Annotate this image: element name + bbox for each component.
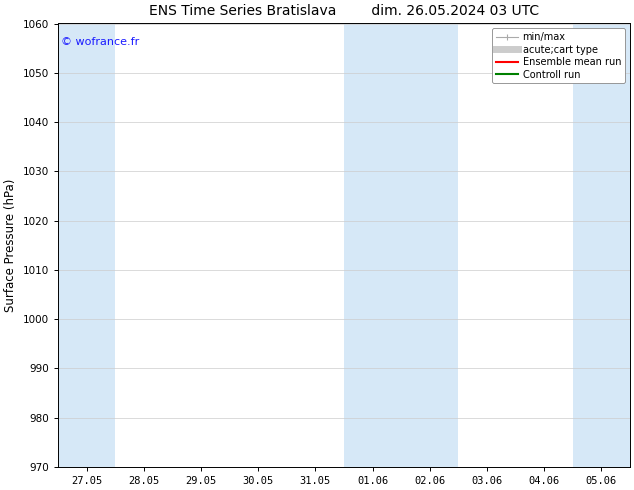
Bar [344,24,458,467]
Y-axis label: Surface Pressure (hPa): Surface Pressure (hPa) [4,178,17,312]
Text: © wofrance.fr: © wofrance.fr [61,37,139,47]
Bar [58,24,115,467]
Bar [573,24,630,467]
Legend: min/max, acute;cart type, Ensemble mean run, Controll run: min/max, acute;cart type, Ensemble mean … [493,28,625,83]
Title: ENS Time Series Bratislava        dim. 26.05.2024 03 UTC: ENS Time Series Bratislava dim. 26.05.20… [149,4,539,18]
